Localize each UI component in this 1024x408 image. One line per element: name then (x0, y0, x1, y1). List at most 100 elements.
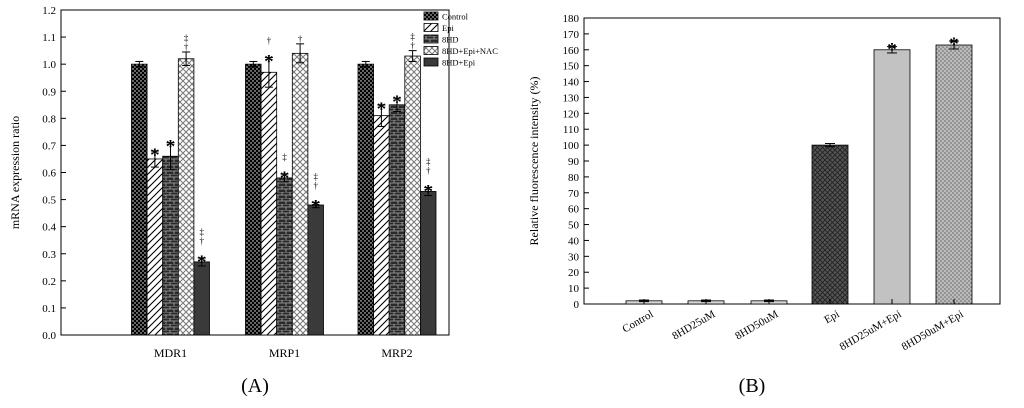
legend-label: 8HD+Epi+NAC (442, 46, 498, 56)
legend-swatch (423, 11, 439, 21)
significance-dagger: ‡ (184, 33, 189, 43)
y-tick-label: 0.7 (42, 140, 56, 152)
significance-dagger: ‡ (199, 227, 204, 237)
y-tick-label: 60 (568, 204, 580, 216)
y-tick-label: 0.0 (42, 330, 56, 342)
bar (260, 71, 278, 336)
y-tick-label: 1.1 (42, 32, 56, 44)
y-tick-label: 20 (568, 267, 580, 279)
bar (357, 63, 375, 336)
bar (177, 58, 195, 336)
y-tick-label: 0.1 (42, 303, 56, 315)
y-tick-label: 90 (568, 156, 580, 168)
bar (935, 44, 973, 305)
bar (811, 144, 849, 305)
bar (873, 49, 911, 305)
panel-label: (B) (739, 375, 766, 397)
significance-star: * (264, 51, 274, 72)
significance-dagger: † (199, 236, 204, 246)
significance-star: * (150, 145, 160, 166)
x-tick-label: 8HD50uM+Epi (900, 308, 966, 353)
y-tick-label: 120 (563, 108, 580, 120)
significance-star: * (197, 252, 207, 273)
significance-dagger: ‡ (410, 32, 415, 42)
x-tick-label: Control (620, 308, 655, 335)
y-tick-label: 180 (563, 13, 580, 25)
significance-dagger: † (410, 41, 415, 51)
bar (146, 158, 164, 336)
y-tick-label: 40 (568, 235, 580, 247)
legend-swatch (423, 46, 439, 55)
panel-a: 0.0 0.1 0.2 0.3 0.4 0.5 0.6 0.7 0.8 0.9 1.0 1.1 1.2 m… (8, 5, 498, 397)
significance-star: * (280, 168, 290, 189)
bar (404, 55, 421, 336)
y-tick-label: 10 (568, 283, 580, 295)
y-tick-label: 80 (568, 172, 580, 184)
bar (388, 104, 406, 336)
x-tick-label: 8HD50uM (733, 308, 780, 342)
y-tick-label: 0.8 (42, 113, 56, 125)
significance-dagger: † (267, 35, 272, 45)
significance-star: * (423, 181, 433, 202)
legend-swatch (423, 23, 439, 32)
significance-dagger: ‡ (282, 152, 287, 162)
significance-dagger: ‡ (426, 156, 431, 166)
y-tick-label: 30 (568, 251, 580, 263)
legend-swatch (423, 34, 439, 44)
y-tick-label: 0.9 (42, 86, 56, 98)
y-tick-label: 170 (563, 29, 580, 41)
y-tick-label: 100 (563, 140, 580, 152)
bar (131, 63, 148, 336)
significance-star: * (949, 34, 959, 55)
y-axis-label: Relative fluorescence intensity (%) (527, 77, 541, 246)
y-tick-label: 130 (563, 92, 580, 104)
bar (373, 115, 390, 336)
x-tick-label: MRP2 (381, 346, 412, 360)
legend-label: Epi (442, 23, 454, 33)
y-tick-label: 1.2 (42, 5, 56, 17)
bar (291, 52, 309, 336)
significance-dagger: † (298, 34, 303, 44)
significance-dagger: ‡ (313, 171, 318, 181)
bar (419, 191, 437, 336)
bar (193, 261, 210, 336)
y-tick-label: 140 (563, 77, 580, 89)
significance-star: * (377, 99, 387, 120)
x-tick-label: 8HD25uM+Epi (838, 308, 904, 353)
x-tick-label: MRP1 (269, 346, 300, 360)
y-axis-label: mRNA expression ratio (8, 116, 22, 229)
significance-star: * (392, 92, 402, 113)
y-tick-label: 150 (563, 61, 580, 73)
bar (245, 63, 262, 336)
bar (276, 177, 293, 336)
x-tick-label: 8HD25uM (670, 308, 717, 342)
significance-dagger: † (313, 180, 318, 190)
significance-star: * (166, 137, 176, 158)
bar (162, 155, 179, 336)
y-tick-label: 0 (574, 299, 580, 311)
legend-swatch (423, 57, 439, 67)
y-tick-label: 160 (563, 45, 580, 57)
legend-label: 8HD+Epi (442, 58, 476, 68)
significance-star: * (887, 40, 897, 61)
x-tick-label: Epi (822, 308, 841, 326)
legend-label: 8HD (442, 35, 459, 45)
legend-label: Control (442, 12, 469, 22)
y-tick-label: 50 (568, 220, 580, 232)
y-tick-label: 0.3 (42, 249, 56, 261)
y-tick-label: 0.5 (42, 195, 56, 207)
y-tick-label: 0.6 (42, 168, 56, 180)
y-tick-label: 0.2 (42, 276, 56, 288)
significance-dagger: † (184, 42, 189, 52)
y-tick-label: 1.0 (42, 59, 56, 71)
bar (307, 204, 324, 336)
significance-dagger: † (426, 165, 431, 175)
y-tick-label: 70 (568, 188, 580, 200)
x-tick-label: MDR1 (154, 346, 187, 360)
y-tick-label: 110 (563, 124, 580, 136)
y-tick-label: 0.4 (42, 222, 56, 234)
panel-b: 0 10 20 30 40 50 60 70 80 90 100 110 120 130 140 150 160… (527, 13, 1001, 397)
significance-star: * (311, 196, 321, 217)
